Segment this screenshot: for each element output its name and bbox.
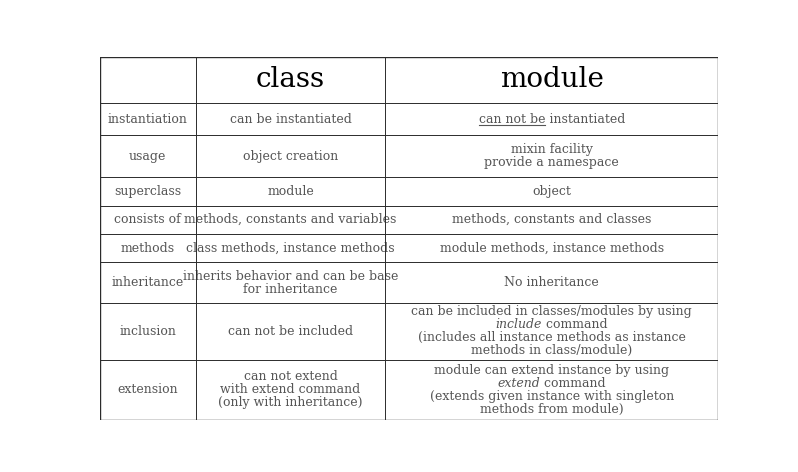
Text: (only with inheritance): (only with inheritance): [219, 396, 363, 410]
Text: module can extend instance by using: module can extend instance by using: [434, 364, 670, 377]
Text: with extend command: with extend command: [220, 383, 361, 396]
Text: inclusion: inclusion: [119, 325, 176, 338]
Text: instantiation: instantiation: [108, 112, 188, 126]
Text: provide a namespace: provide a namespace: [484, 156, 619, 169]
Text: methods: methods: [120, 242, 175, 255]
Text: command: command: [540, 377, 606, 390]
Text: command: command: [542, 319, 608, 331]
Text: module: module: [500, 66, 604, 93]
Text: include: include: [496, 319, 542, 331]
Text: can not extend: can not extend: [243, 371, 338, 383]
Text: object creation: object creation: [243, 150, 338, 163]
Text: inherits behavior and can be base: inherits behavior and can be base: [183, 270, 398, 283]
Text: can not be included: can not be included: [228, 325, 353, 338]
Text: methods in class/module): methods in class/module): [471, 345, 633, 357]
Text: module methods, instance methods: module methods, instance methods: [440, 242, 664, 255]
Text: methods, constants and classes: methods, constants and classes: [452, 213, 651, 226]
Text: superclass: superclass: [114, 185, 181, 198]
Text: inheritance: inheritance: [112, 276, 184, 289]
Text: can not be instantiated: can not be instantiated: [479, 112, 625, 126]
Text: No inheritance: No inheritance: [504, 276, 599, 289]
Text: usage: usage: [129, 150, 166, 163]
Text: methods, constants and variables: methods, constants and variables: [184, 213, 397, 226]
Text: (extends given instance with singleton: (extends given instance with singleton: [429, 390, 674, 403]
Text: object: object: [532, 185, 571, 198]
Text: can be included in classes/modules by using: can be included in classes/modules by us…: [412, 305, 692, 319]
Text: module: module: [267, 185, 314, 198]
Text: extend: extend: [498, 377, 540, 390]
Text: can be instantiated: can be instantiated: [230, 112, 351, 126]
Text: consists of: consists of: [114, 213, 181, 226]
Text: for inheritance: for inheritance: [243, 283, 338, 295]
Text: (includes all instance methods as instance: (includes all instance methods as instan…: [418, 331, 685, 345]
Text: mixin facility: mixin facility: [511, 143, 593, 156]
Text: class: class: [256, 66, 325, 93]
Text: class methods, instance methods: class methods, instance methods: [186, 242, 395, 255]
Text: methods from module): methods from module): [480, 403, 624, 416]
Text: extension: extension: [117, 383, 178, 396]
